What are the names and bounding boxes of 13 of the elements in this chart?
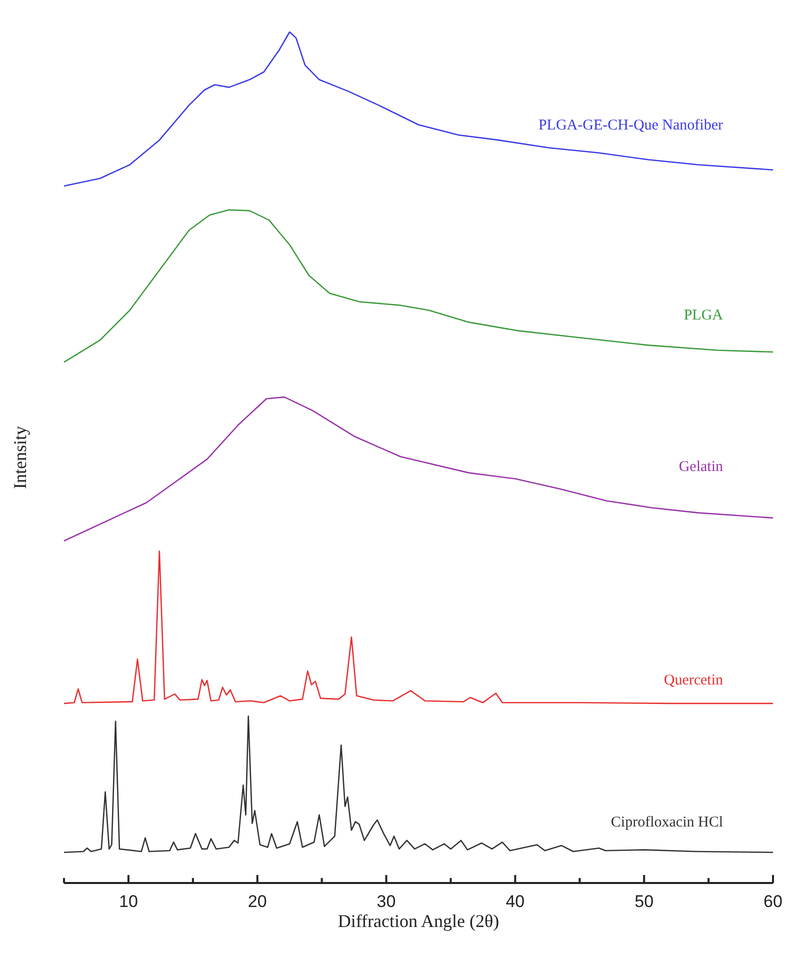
x-tick-label: 30 — [376, 892, 396, 911]
x-tick-label: 40 — [506, 892, 525, 911]
text: Gelatin — [678, 458, 724, 475]
x-tick-label: 50 — [634, 892, 654, 911]
series-label: Ciprofloxacin HCl — [610, 814, 723, 831]
series-label: PLGA — [684, 308, 724, 324]
x-tick-label: 20 — [248, 892, 267, 911]
series-label: PLGA-GE-CH-Que Nanofiber — [538, 118, 723, 134]
x-tick-label: 60 — [764, 892, 782, 911]
x-axis-title: Diffraction Angle (2θ) — [338, 911, 500, 931]
y-axis-title: Intensity — [10, 426, 30, 489]
series-label: Quercetin — [664, 672, 724, 689]
x-tick-label: 10 — [118, 892, 138, 911]
